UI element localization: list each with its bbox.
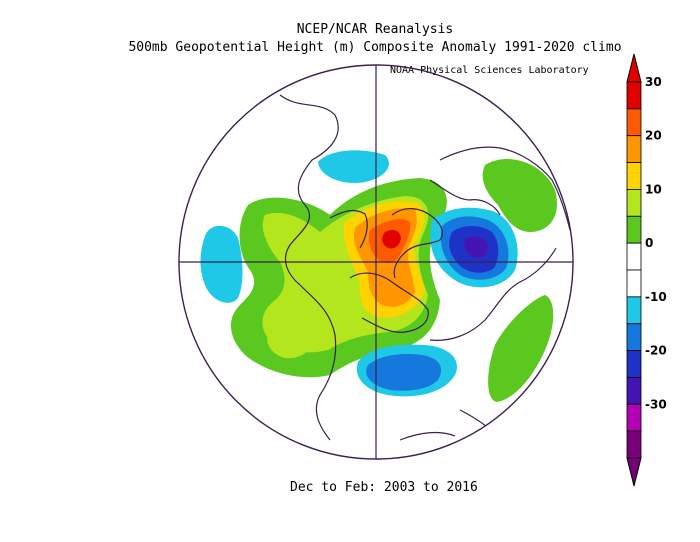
negative-anomaly-region [200,225,243,303]
colorbar: 30 20 10 0 -10 -20 -30 [626,53,667,487]
colorbar-segment [626,242,642,271]
colorbar-segment [626,377,642,405]
chart-subtitle: 500mb Geopotential Height (m) Composite … [128,40,622,55]
negative-anomaly-region [464,236,488,258]
colorbar-tick-label: 20 [645,129,662,143]
negative-anomaly-region [318,150,389,184]
colorbar-segment [626,296,642,325]
positive-anomaly-region [488,295,554,402]
positive-anomaly-region [482,159,558,232]
colorbar-segment [626,323,642,351]
colorbar-segment [626,215,642,244]
colorbar-tick-label: -20 [645,344,667,358]
chart-title: NCEP/NCAR Reanalysis [296,22,454,37]
colorbar-tick-label: 30 [645,75,662,89]
positive-anomaly-region [267,323,313,359]
colorbar-segment [626,269,642,298]
negative-anomaly-region [366,354,442,391]
colorbar-segment [626,189,642,217]
anomaly-fields [200,94,571,446]
colorbar-segment [626,108,642,137]
colorbar-segment [626,403,642,432]
colorbar-tick-label: -30 [645,397,667,411]
colorbar-tick-label: 0 [645,236,653,250]
period-label: Dec to Feb: 2003 to 2016 [290,480,478,495]
colorbar-tick-label: -10 [645,290,667,304]
colorbar-tick-label: 10 [645,182,662,196]
colorbar-min-arrow [626,457,642,487]
colorbar-max-arrow [626,53,642,83]
coastlines [279,94,571,446]
colorbar-segment [626,350,642,378]
colorbar-segment [626,135,642,163]
positive-anomaly-region [382,230,401,249]
colorbar-segment [626,430,642,459]
credit-label: NOAA Physical Sciences Laboratory [390,65,589,76]
colorbar-segment [626,162,642,190]
colorbar-segment [626,81,642,110]
